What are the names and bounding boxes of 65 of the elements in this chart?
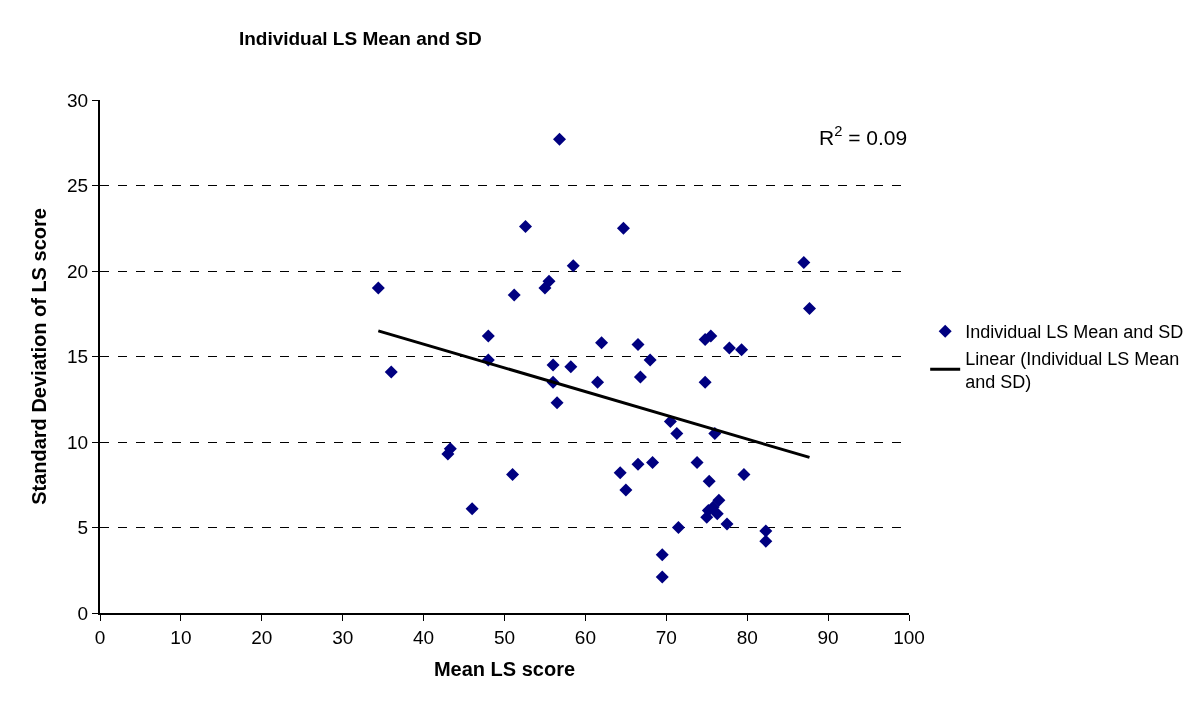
y-tick-label: 15 bbox=[67, 346, 89, 368]
point bbox=[566, 259, 580, 273]
y-tick-label: 5 bbox=[77, 517, 89, 539]
point bbox=[797, 255, 811, 269]
point bbox=[613, 466, 627, 480]
point bbox=[759, 524, 773, 538]
point bbox=[710, 507, 724, 521]
point bbox=[542, 274, 556, 288]
y-axis-title: Standard Deviation of LS score bbox=[28, 208, 51, 505]
point bbox=[735, 343, 749, 357]
point bbox=[550, 396, 564, 410]
point bbox=[507, 288, 521, 302]
legend-label: Linear (Individual LS Mean and SD) bbox=[965, 348, 1180, 393]
point bbox=[670, 426, 684, 440]
x-tick-label: 70 bbox=[655, 626, 677, 648]
point bbox=[591, 375, 605, 389]
point bbox=[802, 302, 816, 316]
point bbox=[631, 338, 645, 352]
annotation: R$^{2}$ = 0.09 bbox=[819, 123, 908, 149]
point bbox=[595, 336, 609, 350]
x-tick-label: 60 bbox=[574, 626, 596, 648]
point bbox=[671, 521, 685, 534]
point bbox=[631, 457, 645, 471]
x-tick-label: 40 bbox=[413, 626, 435, 648]
y-tick-label: 10 bbox=[67, 431, 89, 453]
point bbox=[759, 534, 773, 548]
x-tick-label: 0 bbox=[94, 626, 106, 648]
x-tick-label: 10 bbox=[170, 626, 192, 648]
x-tick-label: 80 bbox=[736, 626, 758, 648]
point bbox=[655, 570, 669, 584]
y-tick-label: 0 bbox=[77, 602, 89, 624]
point bbox=[698, 375, 712, 389]
x-tick-label: 20 bbox=[251, 626, 273, 648]
x-tick-label: 100 bbox=[893, 626, 925, 648]
point bbox=[506, 467, 520, 481]
x-tick-label: 30 bbox=[332, 626, 354, 648]
point bbox=[737, 467, 751, 481]
point bbox=[465, 502, 479, 516]
x-tick-label: 90 bbox=[817, 626, 839, 648]
point bbox=[712, 493, 726, 507]
point bbox=[553, 132, 567, 146]
point bbox=[722, 341, 736, 355]
legend-label: Individual LS Mean and SD bbox=[965, 322, 1184, 343]
x-tick-label: 50 bbox=[493, 626, 516, 648]
point bbox=[643, 353, 657, 367]
x-axis-title: Mean LS score bbox=[433, 657, 576, 680]
point bbox=[690, 456, 704, 470]
point bbox=[616, 221, 630, 235]
y-tick-label: 30 bbox=[67, 89, 89, 111]
point bbox=[633, 370, 647, 384]
point bbox=[564, 360, 578, 374]
chart-title: Individual LS Mean and SD bbox=[238, 28, 482, 50]
point bbox=[371, 281, 385, 295]
point bbox=[720, 517, 734, 531]
point bbox=[384, 365, 398, 379]
point bbox=[646, 456, 660, 470]
point bbox=[702, 474, 716, 488]
point bbox=[519, 220, 533, 234]
y-tick-label: 20 bbox=[67, 260, 89, 282]
point bbox=[619, 483, 633, 497]
y-tick-label: 25 bbox=[67, 175, 89, 197]
point bbox=[481, 329, 495, 343]
point bbox=[655, 548, 669, 562]
point bbox=[546, 358, 560, 372]
point bbox=[704, 329, 718, 343]
